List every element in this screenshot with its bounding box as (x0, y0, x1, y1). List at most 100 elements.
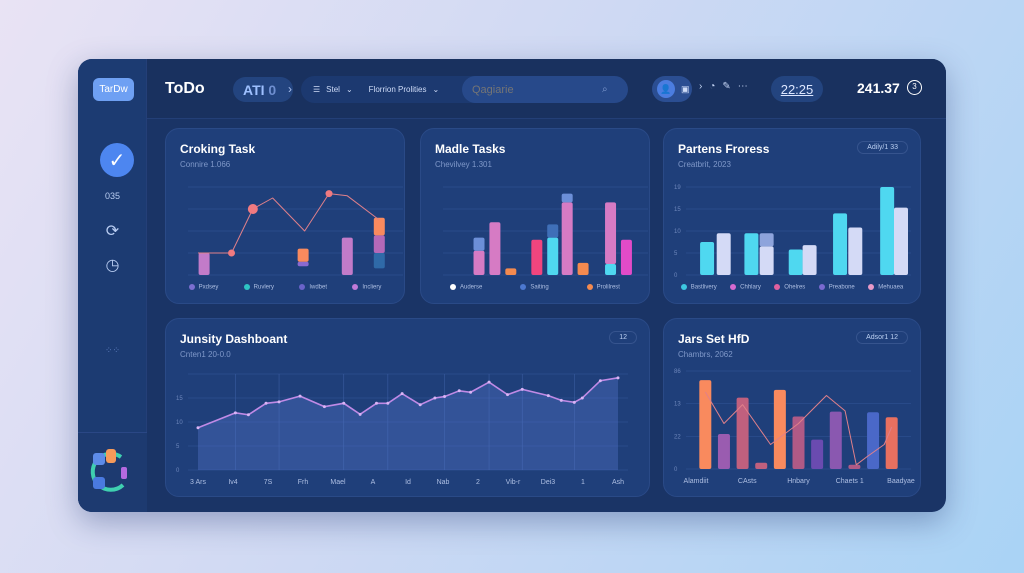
bar[interactable] (198, 253, 210, 275)
data-point[interactable] (559, 398, 563, 402)
sidebar-item-apps[interactable]: ⁘⁘ (78, 345, 147, 356)
legend-item[interactable]: Auderse (449, 284, 482, 291)
bar[interactable] (577, 262, 589, 275)
sidebar-item-sync[interactable]: ⟳ (78, 221, 147, 241)
bar[interactable] (792, 416, 805, 470)
menu-priorities[interactable]: Florrion Prolities (368, 85, 427, 94)
menu-stel[interactable]: Stel (326, 85, 340, 94)
data-point[interactable] (246, 413, 250, 417)
bar[interactable] (561, 202, 573, 275)
app-logo[interactable]: TarDw (93, 78, 134, 101)
bar[interactable] (736, 397, 749, 469)
bar[interactable] (759, 233, 774, 247)
data-point[interactable] (580, 396, 584, 400)
toolbar-icons[interactable]: ›◔✎⋯ (699, 81, 755, 92)
bar[interactable] (700, 242, 715, 275)
bar[interactable] (341, 237, 353, 275)
legend-item[interactable]: Prolilrest (586, 284, 620, 291)
bar[interactable] (373, 253, 385, 269)
card-badge[interactable]: Adily/1 33 (857, 141, 908, 154)
data-point[interactable] (469, 390, 473, 394)
data-point[interactable] (487, 380, 491, 384)
bar[interactable] (620, 239, 632, 275)
data-point[interactable] (196, 426, 200, 430)
bar[interactable] (373, 235, 385, 253)
bar[interactable] (297, 248, 309, 262)
card-badge[interactable]: 12 (609, 331, 637, 344)
data-point[interactable] (358, 412, 362, 416)
legend-item[interactable]: Bastlivery (680, 284, 717, 291)
data-point[interactable] (433, 396, 437, 400)
user-switch[interactable]: 👤 ▣ (652, 76, 692, 102)
bar[interactable] (788, 249, 803, 275)
data-point[interactable] (322, 405, 326, 409)
sidebar-item-stats[interactable]: 035 (78, 191, 147, 201)
bar[interactable] (802, 245, 817, 275)
filter-pill[interactable]: ATI 0 (233, 77, 293, 102)
sidebar-item-timer[interactable]: ◷ (78, 255, 147, 275)
data-point[interactable] (386, 401, 390, 405)
bar[interactable] (547, 237, 559, 275)
data-point[interactable] (228, 249, 236, 257)
search-input[interactable] (472, 83, 602, 96)
data-point[interactable] (400, 392, 404, 396)
legend-item[interactable]: Iwdbet (299, 284, 327, 291)
bar[interactable] (505, 268, 517, 275)
bar[interactable] (605, 264, 617, 275)
data-point[interactable] (298, 394, 302, 398)
data-point[interactable] (247, 204, 258, 214)
bar[interactable] (744, 233, 759, 275)
sidebar-item-tasks[interactable]: ✓ (100, 143, 134, 177)
info-badge-icon[interactable]: 3 (907, 80, 922, 95)
data-point[interactable] (418, 403, 422, 407)
time-display[interactable]: 22:25 (771, 76, 823, 102)
bar[interactable] (880, 187, 895, 275)
bar[interactable] (894, 207, 908, 275)
data-point[interactable] (457, 389, 461, 393)
data-point[interactable] (520, 387, 524, 391)
legend-item[interactable]: Saiting (520, 284, 549, 291)
data-point[interactable] (375, 401, 378, 405)
data-point[interactable] (233, 411, 237, 415)
bar[interactable] (489, 222, 501, 275)
data-point[interactable] (506, 393, 510, 397)
bar[interactable] (848, 464, 861, 469)
legend-item[interactable]: Pxdsey (188, 284, 218, 291)
bar[interactable] (297, 261, 309, 267)
search-box[interactable]: ⌕ (462, 76, 628, 103)
legend-item[interactable]: Mehuaea (868, 284, 903, 291)
data-point[interactable] (546, 394, 550, 398)
bar[interactable] (605, 202, 617, 264)
bar[interactable] (885, 417, 898, 469)
bar[interactable] (473, 250, 485, 275)
data-point[interactable] (616, 376, 620, 380)
bar[interactable] (867, 412, 880, 469)
bar[interactable] (717, 434, 730, 469)
data-point[interactable] (443, 395, 447, 399)
legend-item[interactable]: Chhlary (730, 284, 761, 291)
data-point[interactable] (342, 401, 346, 405)
bar[interactable] (473, 237, 485, 251)
card-badge[interactable]: Adsor1 12 (856, 331, 908, 344)
data-point[interactable] (325, 190, 333, 198)
bar[interactable] (531, 239, 543, 275)
bar[interactable] (811, 439, 824, 469)
bar[interactable] (547, 224, 559, 238)
bar[interactable] (373, 217, 385, 236)
bar[interactable] (848, 227, 863, 275)
data-point[interactable] (264, 401, 268, 405)
bar[interactable] (829, 411, 842, 469)
data-point[interactable] (277, 400, 281, 404)
data-point[interactable] (572, 400, 576, 404)
bar[interactable] (759, 246, 774, 275)
bar[interactable] (755, 462, 768, 469)
legend-item[interactable]: Ohelres (774, 284, 805, 291)
data-point[interactable] (598, 379, 602, 383)
bar[interactable] (833, 213, 848, 275)
bar[interactable] (561, 193, 573, 203)
bar[interactable] (773, 389, 786, 469)
bar[interactable] (716, 233, 731, 275)
bar[interactable] (699, 380, 712, 469)
legend-item[interactable]: Preabone (818, 284, 855, 291)
legend-item[interactable]: Ruvlery (243, 284, 274, 291)
